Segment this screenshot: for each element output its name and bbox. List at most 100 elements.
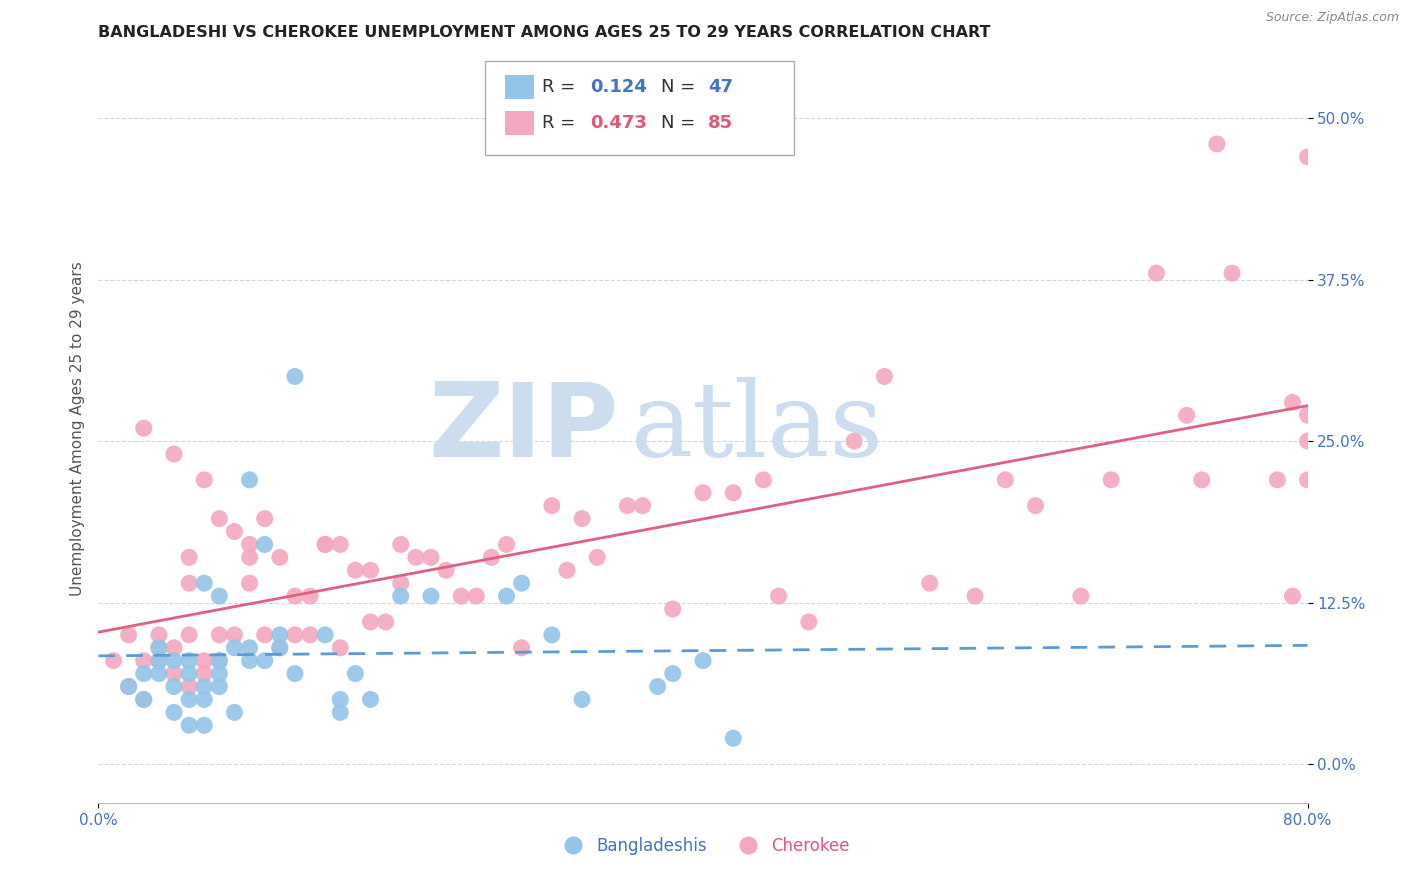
Point: [179, 692, 201, 706]
Text: atlas: atlas: [630, 377, 883, 479]
Point: [253, 511, 276, 525]
Point: [1281, 395, 1303, 409]
Point: [193, 666, 215, 681]
Point: [1070, 589, 1092, 603]
Point: [132, 692, 155, 706]
Point: [1296, 150, 1319, 164]
Point: [481, 550, 503, 565]
Text: R =: R =: [543, 78, 581, 96]
Point: [314, 537, 336, 551]
FancyBboxPatch shape: [505, 75, 534, 99]
Text: BANGLADESHI VS CHEROKEE UNEMPLOYMENT AMONG AGES 25 TO 29 YEARS CORRELATION CHART: BANGLADESHI VS CHEROKEE UNEMPLOYMENT AMO…: [98, 25, 991, 40]
Point: [389, 576, 412, 591]
Point: [179, 576, 201, 591]
Point: [269, 640, 291, 655]
Point: [329, 692, 352, 706]
Text: 47: 47: [707, 78, 733, 96]
Point: [224, 640, 246, 655]
Point: [148, 654, 170, 668]
Point: [132, 666, 155, 681]
Point: [239, 576, 262, 591]
Point: [284, 589, 307, 603]
Point: [314, 628, 336, 642]
Text: 85: 85: [707, 114, 733, 132]
Point: [179, 680, 201, 694]
Point: [163, 680, 186, 694]
Point: [163, 706, 186, 720]
Point: [269, 550, 291, 565]
Point: [208, 628, 231, 642]
Point: [360, 692, 382, 706]
Point: [1206, 136, 1229, 151]
Point: [965, 589, 987, 603]
Text: ZIP: ZIP: [427, 377, 619, 479]
Point: [179, 654, 201, 668]
Point: [253, 628, 276, 642]
Point: [1296, 409, 1319, 423]
Point: [434, 563, 457, 577]
Point: [132, 421, 155, 435]
Point: [797, 615, 820, 629]
Point: [208, 680, 231, 694]
Point: [510, 640, 533, 655]
Point: [1175, 409, 1198, 423]
Point: [571, 692, 593, 706]
Point: [314, 537, 336, 551]
Point: [179, 718, 201, 732]
Point: [1267, 473, 1289, 487]
Point: [224, 628, 246, 642]
Point: [360, 563, 382, 577]
Text: N =: N =: [661, 78, 700, 96]
Point: [163, 666, 186, 681]
Point: [616, 499, 638, 513]
Point: [148, 640, 170, 655]
Text: R =: R =: [543, 114, 581, 132]
Point: [1281, 589, 1303, 603]
Point: [163, 640, 186, 655]
Text: 0.473: 0.473: [591, 114, 647, 132]
Point: [163, 447, 186, 461]
Point: [571, 511, 593, 525]
Point: [631, 499, 654, 513]
Point: [239, 473, 262, 487]
Point: [208, 654, 231, 668]
Point: [873, 369, 896, 384]
Legend: Bangladeshis, Cherokee: Bangladeshis, Cherokee: [550, 830, 856, 862]
Text: Source: ZipAtlas.com: Source: ZipAtlas.com: [1265, 11, 1399, 24]
Point: [1191, 473, 1213, 487]
Point: [420, 550, 443, 565]
Point: [284, 666, 307, 681]
Point: [148, 654, 170, 668]
Point: [239, 654, 262, 668]
Point: [405, 550, 427, 565]
Point: [132, 692, 155, 706]
Point: [103, 654, 125, 668]
Point: [450, 589, 472, 603]
Point: [193, 654, 215, 668]
Point: [148, 628, 170, 642]
Point: [1024, 499, 1046, 513]
Point: [918, 576, 941, 591]
Point: [692, 654, 714, 668]
Point: [329, 537, 352, 551]
Point: [692, 485, 714, 500]
Point: [1220, 266, 1243, 280]
Point: [193, 692, 215, 706]
Point: [661, 666, 683, 681]
Point: [723, 731, 745, 746]
Point: [1144, 266, 1167, 280]
Point: [1296, 473, 1319, 487]
Point: [208, 654, 231, 668]
Point: [768, 589, 790, 603]
Point: [253, 537, 276, 551]
Point: [389, 589, 412, 603]
Point: [994, 473, 1017, 487]
Point: [253, 654, 276, 668]
Point: [510, 576, 533, 591]
Point: [555, 563, 578, 577]
Point: [344, 666, 367, 681]
Point: [495, 537, 517, 551]
Point: [723, 485, 745, 500]
Point: [163, 654, 186, 668]
Point: [284, 628, 307, 642]
